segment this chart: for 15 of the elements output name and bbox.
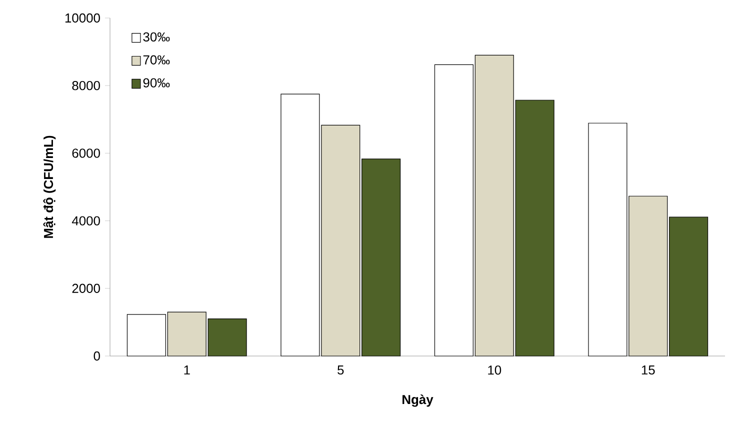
y-tick-label: 0: [94, 351, 100, 361]
y-tick-label: 2000: [72, 284, 100, 293]
legend-label: 70‰: [143, 55, 170, 64]
y-tick-label: 8000: [72, 81, 100, 90]
legend-label: 90‰: [143, 78, 170, 88]
y-tick-label: 10000: [65, 13, 100, 23]
legend-label: 30‰: [143, 32, 170, 42]
x-tick-label: 5: [338, 366, 344, 375]
x-axis-title: Ngày: [402, 394, 434, 407]
y-tick-label: 6000: [72, 148, 100, 158]
y-tick-label: 4000: [72, 216, 100, 226]
x-tick-label: 15: [642, 366, 655, 375]
x-tick-label: 10: [488, 366, 502, 375]
x-tick-label: 1: [184, 366, 190, 374]
y-axis-title: Mật độ (CFU/mL): [43, 136, 56, 238]
